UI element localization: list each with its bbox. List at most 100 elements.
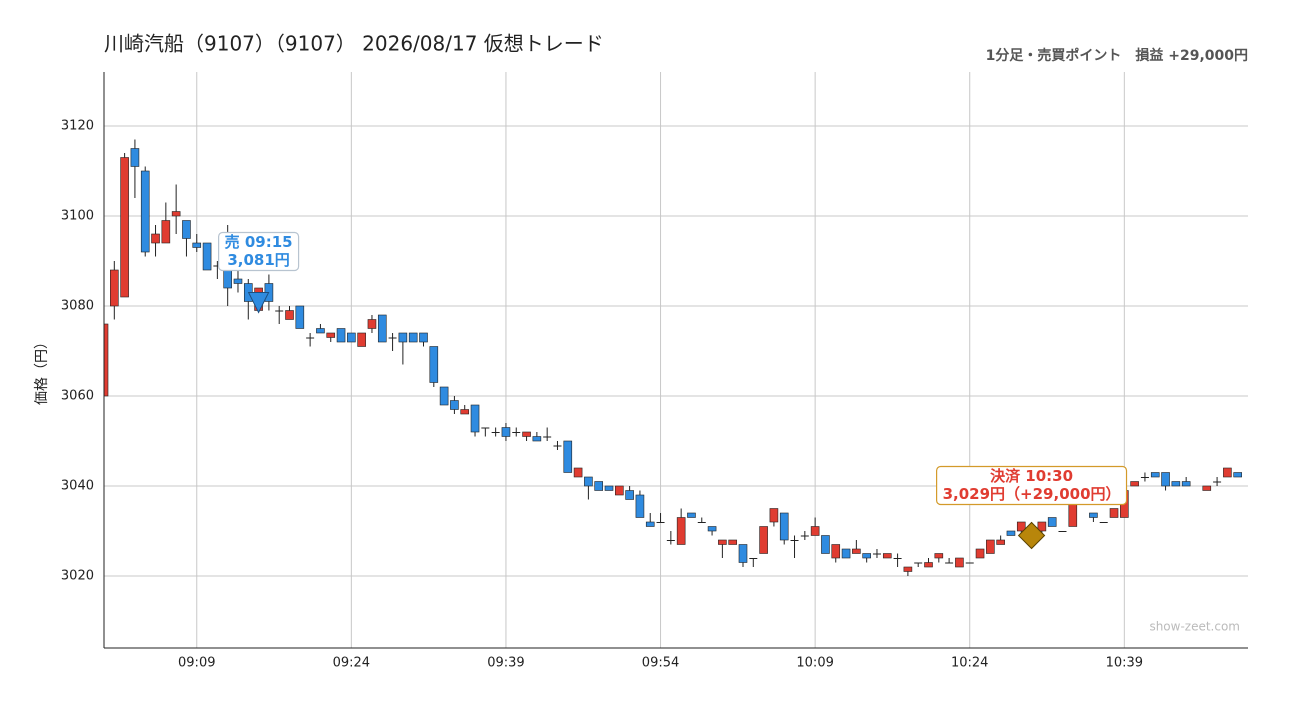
- candle-body: [1047, 517, 1057, 527]
- candle-body: [388, 337, 397, 339]
- candle-body: [182, 220, 191, 239]
- candle-body: [1109, 508, 1119, 518]
- candle-body: [171, 211, 181, 217]
- candle-body: [1099, 522, 1108, 523]
- x-tick-label: 10:24: [951, 656, 988, 671]
- candle-body: [522, 431, 531, 437]
- candle-body: [934, 553, 944, 559]
- candle-body: [914, 562, 923, 564]
- candle-body: [1150, 472, 1160, 478]
- annotation-text: 売 09:15: [225, 233, 293, 251]
- candle-body: [769, 508, 779, 523]
- y-tick-label: 3100: [61, 209, 94, 224]
- candle-body: [306, 337, 315, 339]
- candle-body: [336, 328, 346, 343]
- candle-body: [326, 332, 336, 338]
- candle-body: [439, 386, 449, 406]
- watermark: show-zeet.com: [1149, 620, 1240, 634]
- candle-body: [553, 445, 562, 447]
- candle-body: [151, 233, 160, 244]
- candle-body: [192, 242, 202, 248]
- x-tick-label: 09:39: [487, 656, 524, 671]
- annotation-text: 3,029円（+29,000円）: [943, 485, 1121, 503]
- x-tick-label: 09:54: [642, 656, 679, 671]
- candle-body: [1089, 512, 1098, 518]
- y-tick-label: 3120: [61, 119, 94, 134]
- candle-body: [718, 539, 727, 545]
- annotation-text: 決済 10:30: [990, 467, 1073, 485]
- candle-body: [779, 512, 789, 541]
- candle-body: [759, 526, 768, 554]
- candle-body: [924, 562, 933, 568]
- candle-body: [862, 553, 871, 559]
- candle-body: [491, 432, 500, 433]
- candle-body: [140, 170, 150, 253]
- candle-body: [666, 540, 675, 541]
- chart-subtitle: 1分足・売買ポイント 損益 +29,000円: [986, 47, 1248, 64]
- y-tick-label: 3080: [61, 299, 94, 314]
- chart-title: 川崎汽船（9107）（9107） 2026/08/17 仮想トレード: [104, 32, 604, 56]
- candle-body: [1130, 481, 1139, 487]
- candle-body: [749, 558, 758, 559]
- candle-body: [625, 490, 634, 500]
- y-tick-label: 3020: [61, 569, 94, 584]
- candle-body: [676, 517, 686, 545]
- y-tick-label: 3040: [61, 479, 94, 494]
- candle-body: [687, 512, 696, 518]
- sell-marker: [247, 292, 270, 314]
- candle-body: [120, 157, 129, 298]
- x-tick-label: 10:39: [1106, 656, 1143, 671]
- candle-body: [882, 553, 892, 559]
- candle-body: [202, 242, 212, 271]
- candle-body: [213, 265, 222, 267]
- candle-body: [1223, 467, 1232, 478]
- annotation-box: [936, 465, 1128, 506]
- candle-body: [656, 522, 665, 523]
- x-tick-label: 09:09: [178, 656, 215, 671]
- candle-body: [130, 148, 140, 167]
- candle-body: [841, 548, 851, 559]
- x-tick-label: 10:09: [796, 656, 833, 671]
- candle-body: [1202, 485, 1212, 491]
- candle-body: [377, 314, 387, 343]
- x-tick-label: 09:24: [333, 656, 370, 671]
- candle-body: [501, 427, 511, 437]
- candle-body: [893, 558, 902, 559]
- candle-body: [1140, 477, 1149, 478]
- candle-body: [367, 319, 377, 329]
- candle-body: [1161, 472, 1170, 487]
- candle-body: [161, 220, 171, 244]
- candle-body: [1171, 481, 1181, 487]
- settle-marker: [1017, 521, 1046, 550]
- candle-body: [872, 553, 881, 555]
- candle-body: [1181, 481, 1191, 487]
- candle-body: [563, 440, 573, 473]
- candle-body: [821, 535, 830, 554]
- candle-body: [975, 548, 985, 559]
- candle-body: [728, 539, 737, 545]
- candle-body: [408, 332, 418, 343]
- candle-body: [429, 346, 439, 383]
- candle-body: [584, 476, 593, 487]
- annotation-text: 3,081円: [227, 251, 289, 269]
- candle-body: [347, 332, 356, 343]
- candle-body: [1006, 530, 1016, 536]
- candle-body: [419, 332, 428, 343]
- candle-body: [316, 328, 325, 334]
- candle-body: [1233, 472, 1242, 478]
- candle-body: [645, 521, 655, 527]
- candle-body: [223, 269, 232, 289]
- plot-area: [104, 139, 1242, 576]
- candle-body: [295, 305, 305, 329]
- y-axis-label: 価格（円）: [34, 335, 50, 405]
- candle-body: [450, 400, 459, 410]
- candle-body: [532, 436, 542, 442]
- candle-body: [852, 548, 861, 554]
- candle-body: [594, 481, 604, 491]
- candle-body: [831, 544, 841, 559]
- y-tick-label: 3060: [61, 389, 94, 404]
- candle-body: [275, 310, 284, 312]
- candle-body: [810, 526, 820, 536]
- candle-body: [1037, 521, 1047, 532]
